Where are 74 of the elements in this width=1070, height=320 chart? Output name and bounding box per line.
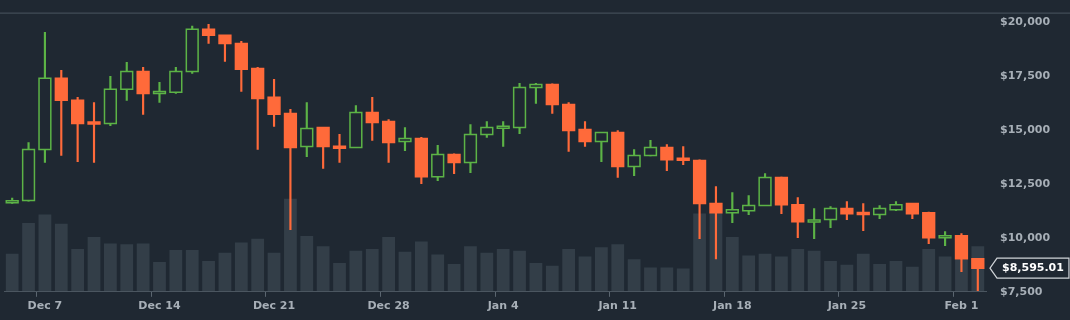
bar	[333, 262, 346, 292]
bar	[611, 244, 625, 292]
bar	[169, 249, 183, 292]
bar	[873, 263, 886, 292]
x-tick-label: Feb 1	[944, 299, 979, 313]
bar	[464, 246, 477, 292]
bar	[398, 251, 412, 292]
bar	[496, 248, 510, 292]
bar	[578, 256, 592, 292]
bar	[545, 265, 559, 292]
bar	[218, 252, 232, 292]
bar	[87, 236, 101, 292]
bar	[480, 252, 494, 292]
x-tick-label: Jan 4	[486, 299, 519, 313]
x-tick-label: Jan 18	[712, 299, 752, 313]
bar	[267, 252, 281, 292]
bar	[938, 256, 952, 292]
bar	[185, 249, 199, 292]
bar	[365, 248, 379, 292]
y-tick-label: $15,000	[1000, 122, 1051, 136]
bar	[251, 238, 265, 292]
x-tick-label: Dec 14	[138, 299, 181, 313]
bar	[104, 243, 117, 292]
y-tick-label: $20,000	[1000, 15, 1051, 29]
bar	[349, 250, 363, 292]
x-tick-label: Dec 28	[367, 299, 410, 313]
bar	[202, 261, 215, 292]
bar	[693, 213, 706, 292]
bar	[791, 248, 805, 292]
bar	[316, 246, 330, 292]
bar	[136, 243, 150, 292]
bar	[856, 253, 870, 292]
bar	[742, 255, 756, 292]
bar	[922, 248, 936, 292]
bar	[120, 244, 134, 292]
x-tick-label: Jan 11	[597, 299, 637, 313]
bar	[431, 254, 445, 292]
bar	[562, 248, 576, 292]
y-tick-label: $10,000	[1000, 230, 1051, 244]
bar	[38, 214, 52, 292]
bar	[513, 250, 526, 292]
bar	[529, 262, 543, 292]
bar	[758, 253, 772, 292]
y-tick-label: $12,500	[1000, 176, 1051, 190]
bar	[300, 235, 314, 292]
bar	[660, 267, 674, 292]
bar	[71, 248, 85, 292]
bar	[627, 259, 641, 292]
x-tick-label: Dec 21	[252, 299, 296, 313]
bar	[447, 263, 461, 292]
x-tick-label: Dec 7	[27, 299, 63, 313]
bar	[234, 242, 248, 292]
bar	[840, 264, 854, 292]
bar	[5, 253, 19, 292]
candlestick	[332, 134, 347, 163]
bar	[22, 222, 35, 292]
bar	[676, 268, 690, 292]
y-tick-label: $7,500	[1000, 284, 1043, 298]
bar	[284, 198, 297, 292]
bar	[807, 250, 821, 292]
bar	[153, 262, 166, 292]
bar	[382, 236, 395, 292]
bar	[414, 241, 428, 292]
bar	[889, 261, 903, 292]
text: $8,595.01	[1002, 261, 1064, 275]
x-tick-label: Jan 25	[826, 299, 867, 313]
y-tick-label: $17,500	[1000, 69, 1051, 83]
bar	[725, 236, 739, 292]
bar	[824, 261, 837, 292]
bar	[644, 267, 657, 292]
bar	[54, 223, 68, 292]
bar	[775, 256, 788, 292]
bar	[905, 266, 919, 292]
bar	[595, 247, 608, 292]
